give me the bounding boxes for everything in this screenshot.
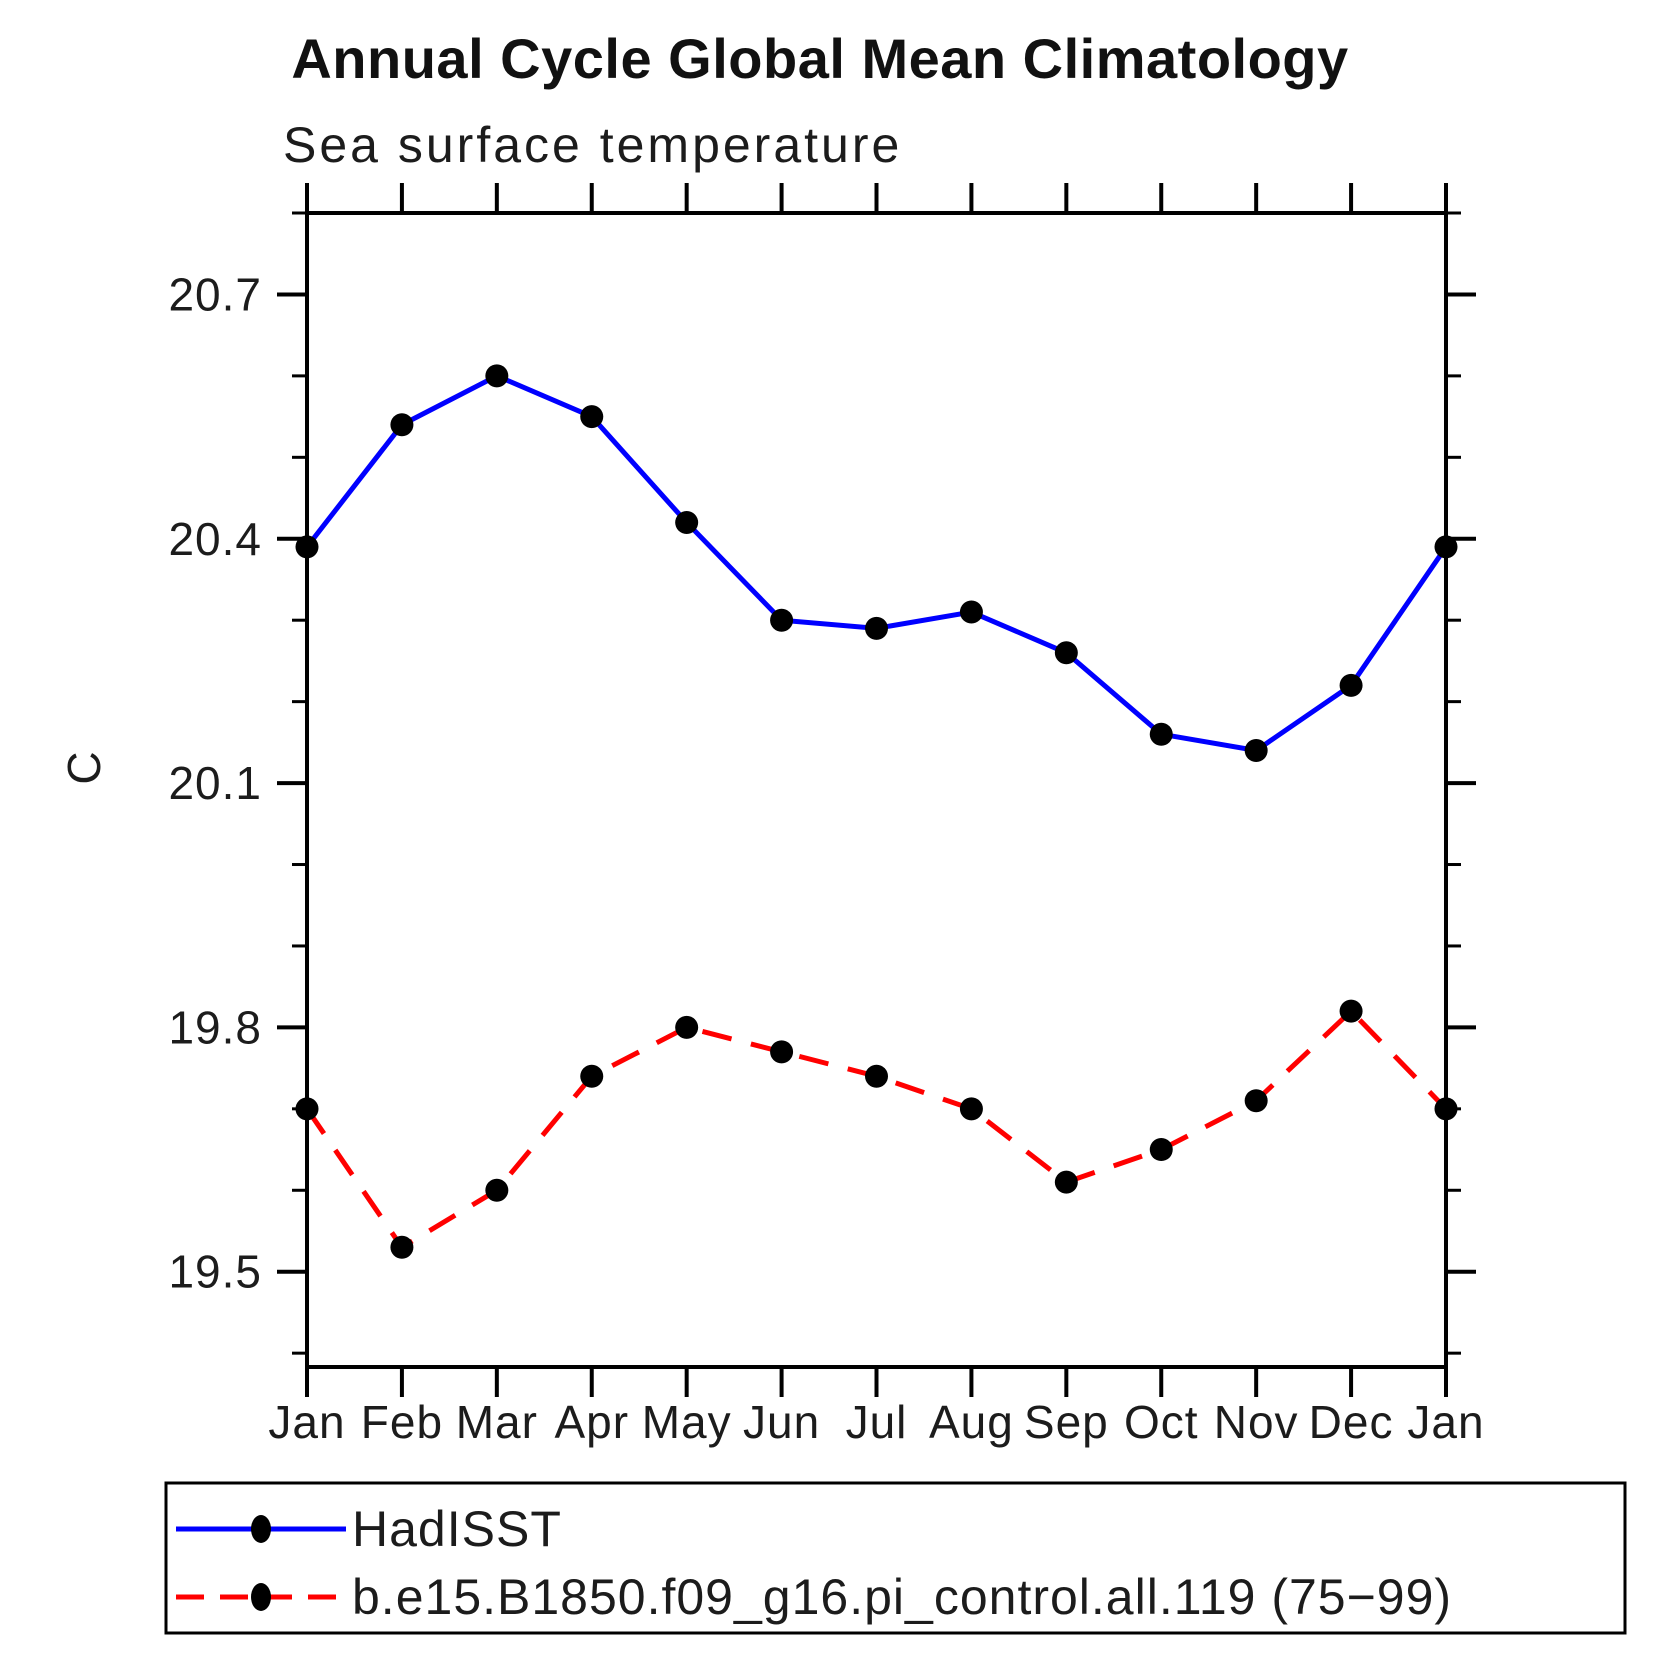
y-tick-label: 20.1: [168, 757, 262, 809]
data-point-marker: [959, 1097, 983, 1121]
plot-frame: [305, 211, 1448, 1369]
y-tick-label: 20.4: [168, 513, 262, 565]
x-tick-label: Dec: [1309, 1396, 1394, 1448]
legend-border: [164, 1481, 1627, 1635]
legend-label-hadisst: HadISST: [352, 1501, 562, 1557]
data-point-marker: [580, 405, 604, 429]
data-point-marker: [485, 364, 509, 388]
x-tick-label: May: [642, 1396, 732, 1448]
legend-marker-model-icon: [251, 1583, 271, 1611]
data-point-marker: [1244, 1089, 1268, 1113]
data-point-marker: [1054, 641, 1078, 665]
x-tick-label: Jan: [268, 1396, 345, 1448]
x-tick-label: Jun: [743, 1396, 820, 1448]
x-tick-label: Apr: [554, 1396, 629, 1448]
x-tick-label: Mar: [456, 1396, 538, 1448]
data-point-marker: [770, 608, 794, 632]
legend-label-model: b.e15.B1850.f09_g16.pi_control.all.119 (…: [352, 1569, 1452, 1625]
x-tick-label: Aug: [929, 1396, 1014, 1448]
data-point-marker: [1339, 673, 1363, 697]
model-line: [304, 1007, 1448, 1251]
data-point-marker: [675, 510, 699, 534]
chart-subtitle: Sea surface temperature: [283, 117, 902, 173]
y-tick-label: 20.7: [168, 268, 262, 320]
data-point-marker: [1149, 1138, 1173, 1162]
y-tick-label: 19.8: [168, 1001, 262, 1053]
data-point-marker: [485, 1178, 509, 1202]
data-point-marker: [675, 1015, 699, 1039]
data-point-marker: [295, 535, 319, 559]
x-tick-label: Feb: [361, 1396, 443, 1448]
data-point-marker: [1054, 1170, 1078, 1194]
data-point-marker: [580, 1064, 604, 1088]
data-point-marker: [1339, 999, 1363, 1023]
data-point-marker: [390, 413, 414, 437]
data-point-marker: [390, 1235, 414, 1259]
data-point-marker: [1149, 722, 1173, 746]
x-tick-label: Sep: [1024, 1396, 1109, 1448]
legend-box: HadISST b.e15.B1850.f09_g16.pi_control.a…: [164, 1481, 1627, 1635]
x-tick-label: Jul: [846, 1396, 908, 1448]
data-point-marker: [295, 1097, 319, 1121]
data-series: [295, 364, 1458, 1259]
axis-ticks: 20.7 20.4 20.1 19.8 19.5 Jan Feb Mar Apr May Jun Ju…: [168, 183, 1484, 1448]
x-tick-label: Nov: [1214, 1396, 1299, 1448]
x-tick-label: Oct: [1124, 1396, 1199, 1448]
data-point-marker: [1434, 1097, 1458, 1121]
data-point-marker: [865, 1064, 888, 1088]
data-point-marker: [1244, 739, 1268, 763]
data-point-marker: [865, 616, 888, 640]
y-axis-unit-label: C: [58, 751, 110, 784]
data-point-marker: [959, 600, 983, 624]
hadisst-line: [305, 373, 1449, 754]
chart-title: Annual Cycle Global Mean Climatology: [291, 27, 1348, 90]
data-point-marker: [1434, 535, 1458, 559]
x-tick-label: Jan: [1407, 1396, 1484, 1448]
y-tick-label: 19.5: [168, 1246, 262, 1298]
data-point-marker: [770, 1040, 794, 1064]
legend-marker-hadisst-icon: [251, 1515, 271, 1543]
